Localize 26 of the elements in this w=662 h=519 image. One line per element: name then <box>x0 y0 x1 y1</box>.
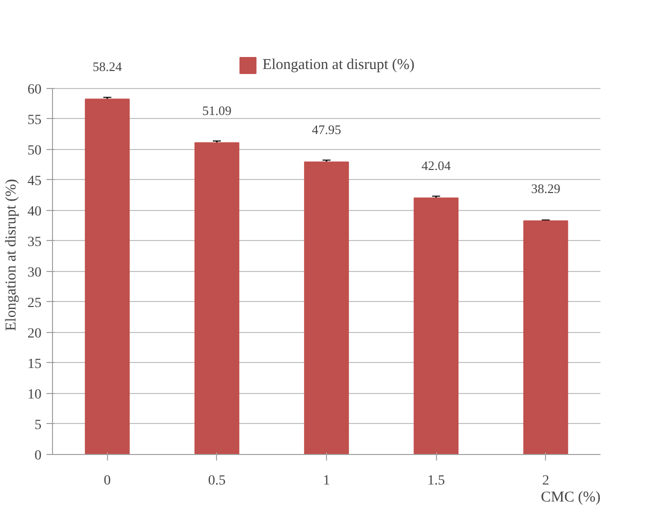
y-tick-label: 45 <box>28 174 42 189</box>
data-label: 38.29 <box>531 180 560 196</box>
y-tick-label: 40 <box>28 204 42 220</box>
data-label: 51.09 <box>202 102 232 118</box>
x-tick-label: 1 <box>323 474 330 488</box>
x-tick-label: 0 <box>104 474 111 488</box>
y-tick-label: 10 <box>28 387 42 402</box>
y-axis-title: Elongation at disrupt (%) <box>4 178 20 332</box>
y-tick-label: 0 <box>34 448 42 464</box>
y-tick-label: 25 <box>28 296 42 311</box>
legend-label: Elongation at disrupt (%) <box>262 56 415 74</box>
y-tick-label: 15 <box>28 356 42 372</box>
x-tick-label: 0.5 <box>208 474 226 488</box>
x-tick-label: 1.5 <box>427 474 445 488</box>
y-tick-label: 50 <box>28 143 42 158</box>
y-tick-label: 30 <box>28 265 42 280</box>
data-label: 42.04 <box>421 158 452 174</box>
data-label: 47.95 <box>312 122 342 137</box>
x-tick-label: 2 <box>542 474 550 488</box>
y-tick-label: 55 <box>28 112 42 128</box>
y-tick-label: 60 <box>28 82 42 98</box>
y-tick-label: 20 <box>28 326 42 342</box>
y-tick-label: 5 <box>34 418 42 433</box>
data-label: 58.24 <box>92 59 122 74</box>
y-tick-label: 35 <box>28 234 42 250</box>
x-axis-title: CMC (%) <box>540 490 601 506</box>
